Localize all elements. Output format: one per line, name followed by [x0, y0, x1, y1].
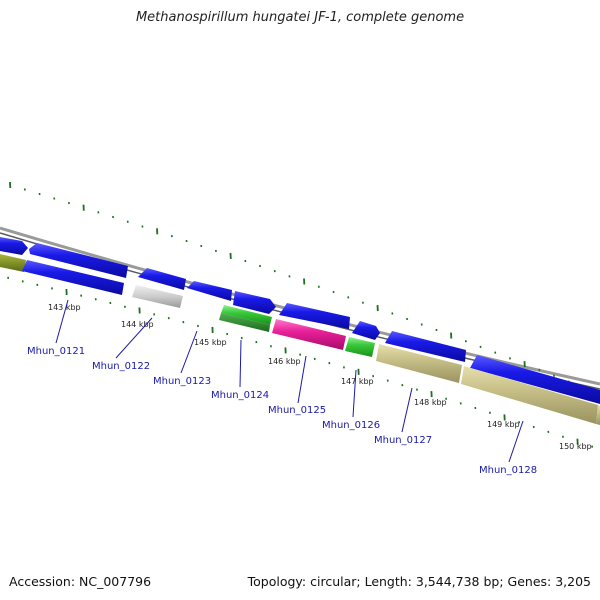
accession-text: Accession: NC_007796: [9, 574, 152, 589]
gene-arrow: [138, 268, 186, 290]
gene-block: [0, 254, 26, 272]
scale-label: 148 kbp: [414, 398, 447, 407]
gene-arrow: [29, 243, 128, 278]
map-title: Methanospirillum hungatei JF-1, complete…: [135, 10, 465, 25]
gene-block: [376, 344, 462, 383]
gene-block: [221, 305, 272, 325]
gene-arrow: [233, 291, 276, 314]
scale-labels: 143 kbp 144 kbp 145 kbp 146 kbp 147 kbp …: [48, 303, 592, 451]
gene-label: Mhun_0123: [153, 376, 211, 387]
gene-label: Mhun_0126: [322, 420, 380, 431]
gene-block: [596, 405, 600, 425]
gene-arrow: [187, 281, 232, 301]
lower-row-genes: [0, 254, 600, 425]
scale-label: 144 kbp: [121, 320, 154, 329]
label-leaders: [55, 299, 524, 463]
gene-label: Mhun_0125: [268, 405, 326, 416]
gene-label: Mhun_0121: [27, 346, 85, 357]
gene-label: Mhun_0128: [479, 465, 537, 476]
gene-block: [461, 366, 598, 424]
scale-label: 150 kbp: [559, 442, 592, 451]
gene-arrow: [470, 355, 600, 404]
scale-label: 145 kbp: [194, 338, 227, 347]
scale-label: 147 kbp: [341, 377, 374, 386]
scale-tick-ring: [7, 276, 594, 448]
gene-label: Mhun_0122: [92, 361, 150, 372]
gene-arrow: [352, 321, 380, 340]
gene-labels: Mhun_0121 Mhun_0122 Mhun_0123 Mhun_0124 …: [27, 346, 537, 476]
scale-label: 143 kbp: [48, 303, 81, 312]
gene-block: [219, 313, 270, 332]
gene-block: [132, 285, 183, 308]
gene-arrow: [22, 260, 124, 295]
gene-block: [272, 319, 346, 350]
genome-summary-text: Topology: circular; Length: 3,544,738 bp…: [247, 574, 591, 589]
scale-label: 149 kbp: [487, 420, 520, 429]
gene-block: [345, 337, 375, 357]
gene-arrow: [385, 331, 466, 362]
gene-arrow: [279, 303, 350, 329]
forward-strand-genes: [0, 237, 600, 404]
gene-label: Mhun_0127: [374, 435, 432, 446]
gene-arrow: [0, 237, 28, 255]
scale-label: 146 kbp: [268, 357, 301, 366]
gene-label: Mhun_0124: [211, 390, 269, 401]
outer-tick-ring: [9, 181, 600, 397]
